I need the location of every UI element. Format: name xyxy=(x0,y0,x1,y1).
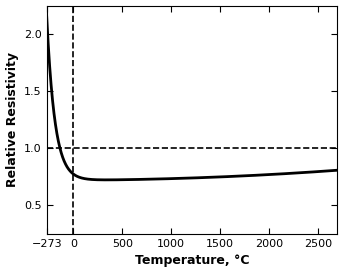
X-axis label: Temperature, °C: Temperature, °C xyxy=(135,254,249,268)
Y-axis label: Relative Resistivity: Relative Resistivity xyxy=(5,52,19,187)
